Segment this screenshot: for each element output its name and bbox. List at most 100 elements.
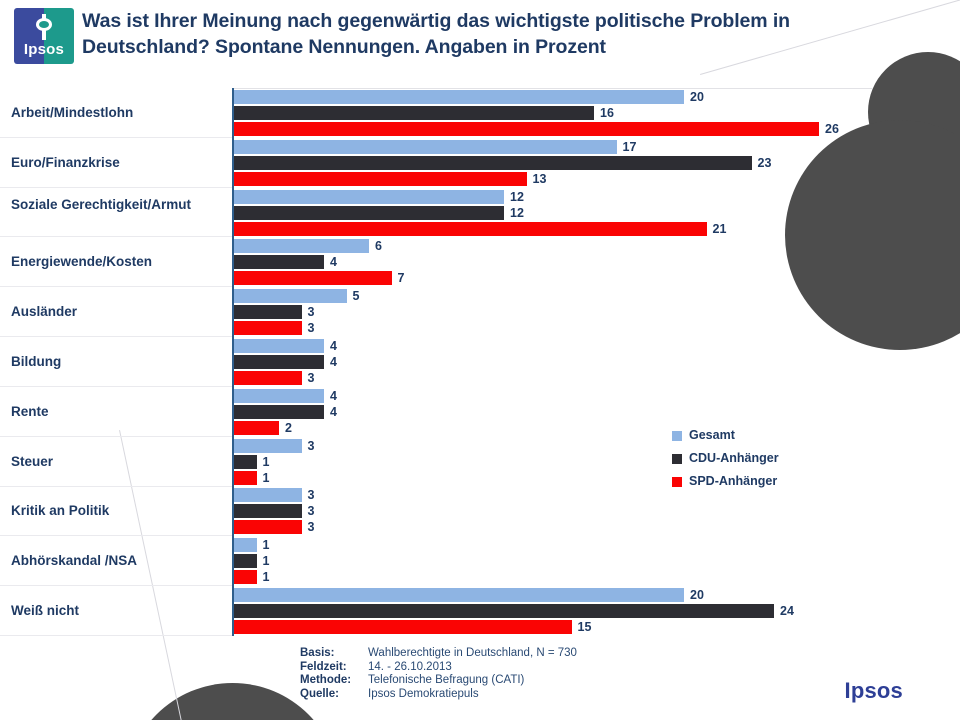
bar-value-label: 20 [690, 588, 704, 603]
bar-value-label: 3 [307, 488, 315, 503]
legend-swatch-icon [672, 453, 682, 464]
header-divider [232, 88, 872, 89]
bar-chart: Arbeit/Mindestlohn Euro/Finanzkrise Sozial… [0, 88, 960, 636]
bar-value-label: 1 [262, 470, 270, 485]
legend-label: SPD-Anhänger [689, 474, 778, 489]
bar-value-label: 17 [622, 139, 637, 154]
bar-spd-anh-nger [234, 221, 707, 236]
bar-value-label: 3 [307, 321, 315, 336]
bar-value-label: 16 [600, 105, 614, 120]
bar-gesamt [234, 239, 369, 254]
legend-item[interactable]: SPD-Anhänger [672, 470, 779, 493]
bar-spd-anh-nger [234, 121, 819, 136]
logo-glyph-icon [36, 14, 52, 40]
category-label: Arbeit/Mindestlohn [11, 104, 134, 120]
bar-spd-anh-nger [234, 620, 572, 635]
category-label: Weiß nicht [11, 603, 80, 619]
bar-value-label: 3 [307, 438, 315, 453]
decorative-circle-mid-right [785, 120, 960, 350]
footer-key: Feldzeit: [300, 660, 347, 673]
bar-value-label: 12 [510, 205, 524, 220]
category-label: Ausländer [11, 304, 78, 320]
bar-cdu-anh-nger [234, 205, 504, 220]
bar-value-label: 20 [690, 89, 704, 104]
category-label: Soziale Gerechtigkeit/Armut [11, 196, 192, 212]
bar-value-label: 3 [307, 520, 315, 535]
category-label: Abhörskandal /NSA [11, 553, 138, 569]
category-label: Rente [11, 403, 49, 419]
category-label: Euro/Finanzkrise [11, 154, 120, 170]
legend-label: Gesamt [689, 428, 735, 443]
footer-value: 14. - 26.10.2013 [368, 660, 452, 673]
bar-spd-anh-nger [234, 520, 302, 535]
legend-label: CDU-Anhänger [689, 451, 779, 466]
bar-cdu-anh-nger [234, 554, 257, 569]
bar-value-label: 23 [757, 155, 772, 170]
bar-value-label: 26 [825, 121, 839, 136]
category-label: Kritik an Politik [11, 503, 110, 519]
category-row: Arbeit/Mindestlohn [0, 88, 232, 138]
category-row: Steuer [0, 437, 232, 487]
category-label: Bildung [11, 353, 62, 369]
bar-gesamt [234, 538, 257, 553]
footer-row: Basis: Wahlberechtigte in Deutschland, N … [300, 645, 730, 659]
category-label: Steuer [11, 453, 54, 469]
bar-value-label: 15 [577, 620, 592, 635]
bar-value-label: 4 [330, 339, 337, 353]
logo-glyph-bowl-cut [39, 21, 49, 28]
bar-value-label: 1 [262, 538, 270, 553]
bar-spd-anh-nger [234, 371, 302, 385]
bar-gesamt [234, 89, 684, 104]
bar-gesamt [234, 388, 324, 403]
category-row: Weiß nicht [0, 586, 232, 636]
bar-gesamt [234, 339, 324, 353]
bar-value-label: 5 [352, 289, 360, 304]
footer-notes: Basis: Wahlberechtigte in Deutschland, N … [300, 645, 730, 700]
plot-area: 20 16 26 17 23 13 12 12 21 6 4 7 5 3 3 4 4 3 4 4 2 3 1 1 3 3 3 1 1 1 2… [232, 88, 960, 636]
bar-value-label: 2 [285, 420, 292, 435]
legend-swatch-icon [672, 476, 682, 487]
category-row: Bildung [0, 337, 232, 387]
bar-gesamt [234, 488, 302, 503]
ipsos-logo-icon: Ipsos [14, 8, 74, 64]
legend-item[interactable]: Gesamt [672, 424, 779, 447]
bar-value-label: 3 [307, 504, 315, 519]
bar-value-label: 1 [262, 454, 270, 469]
bar-gesamt [234, 189, 504, 204]
category-row: Ausländer [0, 287, 232, 338]
bar-cdu-anh-nger [234, 155, 752, 170]
bar-cdu-anh-nger [234, 355, 324, 369]
logo-wordmark: Ipsos [23, 41, 65, 58]
bar-cdu-anh-nger [234, 604, 774, 619]
bar-gesamt [234, 588, 684, 603]
bar-value-label: 3 [307, 371, 315, 385]
bar-spd-anh-nger [234, 570, 257, 585]
bar-value-label: 4 [330, 404, 337, 419]
chart-legend: Gesamt CDU-Anhänger SPD-Anhänger [672, 424, 779, 493]
bar-cdu-anh-nger [234, 504, 302, 519]
footer-logo: Ipsos [844, 678, 903, 703]
footer-key: Quelle: [300, 687, 339, 700]
category-row: Kritik an Politik [0, 487, 232, 537]
bar-spd-anh-nger [234, 321, 302, 336]
category-row: Euro/Finanzkrise [0, 138, 232, 188]
bar-gesamt [234, 139, 617, 154]
slide-header: Ipsos Was ist Ihrer Meinung nach gegenwä… [0, 0, 960, 89]
logo-half-teal [44, 8, 74, 64]
bar-value-label: 24 [780, 604, 794, 619]
bar-value-label: 1 [262, 554, 270, 569]
bar-cdu-anh-nger [234, 105, 594, 120]
bar-spd-anh-nger [234, 470, 257, 485]
bar-cdu-anh-nger [234, 454, 257, 469]
bar-value-label: 13 [532, 171, 547, 186]
bar-value-label: 7 [397, 271, 405, 286]
legend-item[interactable]: CDU-Anhänger [672, 447, 779, 470]
bar-spd-anh-nger [234, 271, 392, 286]
bar-cdu-anh-nger [234, 404, 324, 419]
legend-swatch-icon [672, 430, 682, 441]
footer-row: Methode: Telefonische Befragung (CATI) [300, 672, 730, 686]
bar-value-label: 12 [510, 189, 524, 204]
bar-value-label: 1 [262, 570, 270, 585]
bar-gesamt [234, 289, 347, 304]
